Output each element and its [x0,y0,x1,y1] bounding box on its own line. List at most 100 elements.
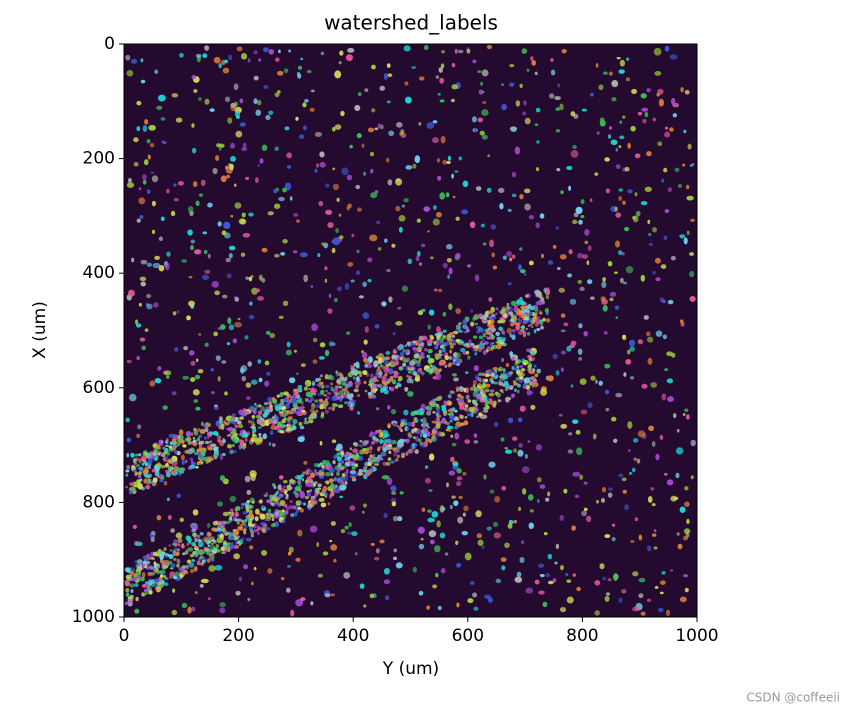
cell-blob [364,389,368,393]
cell-blob [173,558,177,561]
cell-blob [530,404,536,410]
cell-blob [245,382,252,388]
cell-blob [441,417,447,424]
cell-blob [189,568,195,574]
cell-blob [517,506,522,512]
cell-blob [244,437,248,442]
cell-blob [171,445,177,451]
cell-blob [342,381,346,386]
cell-blob [146,585,151,592]
cell-blob [298,421,303,427]
cell-blob [241,521,247,526]
cell-blob [439,339,443,342]
cell-blob [228,511,232,514]
cell-blob [321,384,325,389]
cell-blob [214,290,220,296]
cell-blob [146,293,152,299]
cell-blob [225,257,231,263]
cell-blob [469,387,473,391]
cell-blob [195,200,200,207]
cell-blob [288,482,292,485]
cell-blob [322,551,329,556]
cell-blob [380,387,384,393]
cell-blob [412,346,417,351]
cell-blob [235,506,241,511]
cell-blob [646,598,652,603]
cell-blob [423,347,428,352]
cell-blob [531,370,535,375]
cell-blob [144,452,148,456]
cell-blob [275,511,279,517]
cell-blob [290,609,295,617]
cell-blob [536,300,543,306]
cell-blob [143,588,148,593]
cell-blob [517,317,521,321]
cell-blob [247,597,251,602]
cell-blob [523,361,527,366]
cell-blob [371,383,378,389]
cell-blob [163,451,167,454]
cell-blob [464,371,469,374]
cell-blob [329,494,333,499]
cell-blob [283,68,289,74]
cell-blob [566,165,573,171]
cell-blob [195,53,202,58]
cell-blob [419,367,422,372]
cell-blob [521,540,525,545]
cell-blob [202,274,210,280]
cell-blob [134,583,139,588]
cell-blob [212,520,218,526]
cell-blob [482,338,485,343]
cell-blob [547,375,554,382]
cell-blob [174,571,180,577]
cell-blob [524,117,531,125]
cell-blob [136,463,141,468]
cell-blob [149,556,154,560]
cell-blob [246,499,250,503]
cell-blob [337,286,342,292]
cell-blob [142,584,147,588]
cell-blob [521,324,526,330]
cell-blob [426,605,431,610]
cell-blob [263,85,269,89]
cell-blob [222,294,228,299]
cell-blob [374,127,379,131]
cell-blob [414,352,420,359]
cell-blob [392,515,399,522]
cell-blob [421,308,426,312]
cell-blob [165,444,169,447]
cell-blob [169,575,173,579]
cell-blob [178,567,182,571]
cell-blob [164,577,169,580]
cell-blob [544,308,549,313]
cell-blob [250,472,256,482]
y-tick-label: 200 [83,149,115,169]
cell-blob [314,131,323,137]
cell-blob [141,345,146,351]
cell-blob [351,531,358,537]
cell-blob [207,532,212,537]
cell-blob [641,383,648,389]
cell-blob [417,438,422,443]
cell-blob [533,329,537,334]
cell-blob [506,250,512,257]
cell-blob [576,586,581,592]
cell-blob [622,336,627,341]
cell-blob [284,182,292,191]
cell-blob [472,317,476,321]
cell-blob [190,245,194,251]
cell-blob [680,86,684,93]
cell-blob [429,539,435,545]
cell-blob [327,502,331,506]
cell-blob [428,357,435,364]
cell-blob [265,406,270,410]
cell-blob [232,421,237,425]
cell-blob [312,392,317,396]
cell-blob [230,103,236,112]
cell-blob [619,120,623,124]
cell-blob [524,454,528,459]
cell-blob [362,312,370,319]
cell-blob [260,505,265,509]
cell-blob [372,435,376,441]
cell-blob [449,419,453,423]
